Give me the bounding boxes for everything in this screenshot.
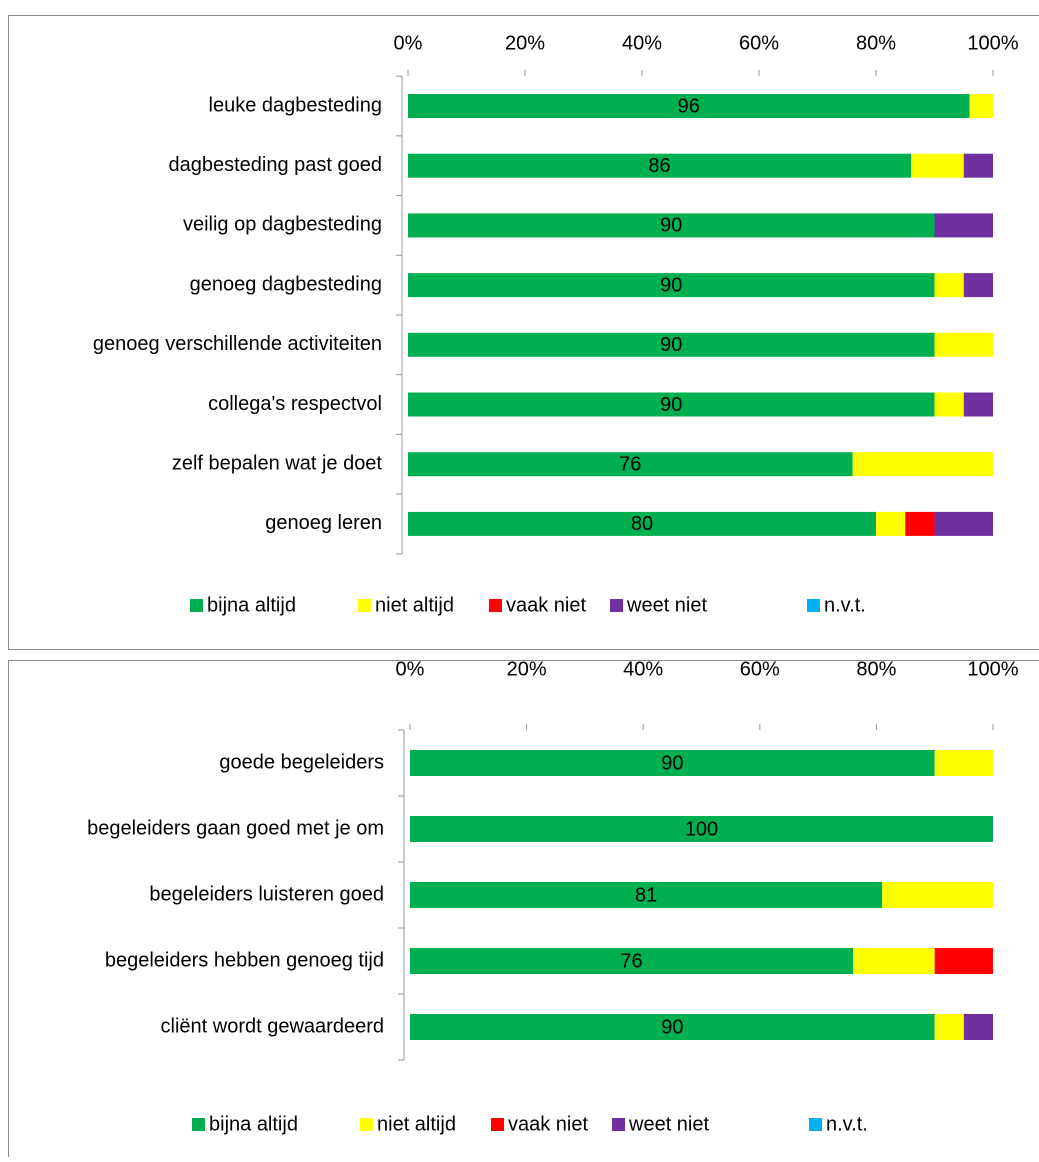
data-label: 80: [631, 513, 653, 535]
category-label: collega's respectvol: [208, 393, 382, 415]
data-label: 96: [678, 95, 700, 117]
bar-segment: [905, 512, 934, 536]
data-label: 90: [660, 334, 682, 356]
x-tick-label: 60%: [739, 32, 779, 54]
data-label: 90: [661, 1016, 683, 1038]
legend-label: weet niet: [628, 1113, 709, 1135]
category-label: genoeg leren: [265, 512, 382, 534]
category-label: veilig op dagbesteding: [183, 214, 382, 236]
x-tick-label: 80%: [856, 658, 896, 680]
x-tick-label: 20%: [507, 658, 547, 680]
legend-label: n.v.t.: [826, 1113, 868, 1135]
x-tick-label: 40%: [623, 658, 663, 680]
x-tick-label: 100%: [967, 32, 1018, 54]
x-tick-label: 0%: [396, 658, 425, 680]
data-label: 90: [661, 752, 683, 774]
legend-label: vaak niet: [506, 594, 586, 616]
legend-label: n.v.t.: [824, 594, 866, 616]
legend-swatch: [192, 1118, 205, 1131]
bar-segment: [935, 1014, 964, 1040]
x-tick-label: 40%: [622, 32, 662, 54]
bar-segment: [876, 512, 905, 536]
bar-segment: [970, 94, 993, 118]
bar-segment: [935, 393, 964, 417]
x-tick-label: 60%: [740, 658, 780, 680]
bar-segment: [882, 882, 993, 908]
bar-segment: [964, 154, 993, 178]
x-tick-label: 80%: [856, 32, 896, 54]
data-label: 76: [619, 453, 641, 475]
category-label: leuke dagbesteding: [209, 94, 382, 116]
data-label: 90: [660, 215, 682, 237]
category-label: dagbesteding past goed: [168, 154, 382, 176]
legend-swatch: [489, 599, 502, 612]
bar-segment: [911, 154, 964, 178]
data-label: 90: [660, 274, 682, 296]
legend-swatch: [360, 1118, 373, 1131]
bar-segment: [935, 213, 994, 237]
legend-swatch: [612, 1118, 625, 1131]
data-label: 81: [635, 884, 657, 906]
bar-segment: [935, 948, 993, 974]
bar-segment: [964, 393, 993, 417]
legend-label: bijna altijd: [207, 594, 296, 616]
x-tick-label: 20%: [505, 32, 545, 54]
data-label: 100: [685, 818, 718, 840]
bar-segment: [853, 948, 935, 974]
data-label: 90: [660, 394, 682, 416]
x-tick-label: 0%: [394, 32, 423, 54]
bar-segment: [935, 512, 994, 536]
bar-segment: [935, 750, 993, 776]
bar-segment: [935, 273, 964, 297]
bar-segment: [964, 273, 993, 297]
legend-swatch: [190, 599, 203, 612]
legend-swatch: [491, 1118, 504, 1131]
legend-label: niet altijd: [375, 594, 454, 616]
data-label: 76: [620, 950, 642, 972]
legend-swatch: [809, 1118, 822, 1131]
x-tick-label: 100%: [967, 658, 1018, 680]
legend-label: vaak niet: [508, 1113, 588, 1135]
category-label: genoeg dagbesteding: [190, 273, 382, 295]
bar-segment: [853, 452, 993, 476]
category-label: goede begeleiders: [219, 751, 384, 773]
legend-label: weet niet: [626, 594, 707, 616]
data-label: 86: [648, 155, 670, 177]
category-label: begeleiders gaan goed met je om: [87, 817, 384, 839]
bar-segment: [935, 333, 994, 357]
legend-swatch: [807, 599, 820, 612]
category-label: genoeg verschillende activiteiten: [93, 333, 382, 355]
panel-border: [9, 661, 1039, 1158]
category-label: cliënt wordt gewaardeerd: [161, 1015, 384, 1037]
legend-label: bijna altijd: [209, 1113, 298, 1135]
category-label: zelf bepalen wat je doet: [172, 452, 383, 474]
category-label: begeleiders hebben genoeg tijd: [105, 949, 384, 971]
legend-swatch: [358, 599, 371, 612]
category-label: begeleiders luisteren goed: [149, 883, 384, 905]
legend-swatch: [610, 599, 623, 612]
bar-segment: [964, 1014, 993, 1040]
legend-label: niet altijd: [377, 1113, 456, 1135]
